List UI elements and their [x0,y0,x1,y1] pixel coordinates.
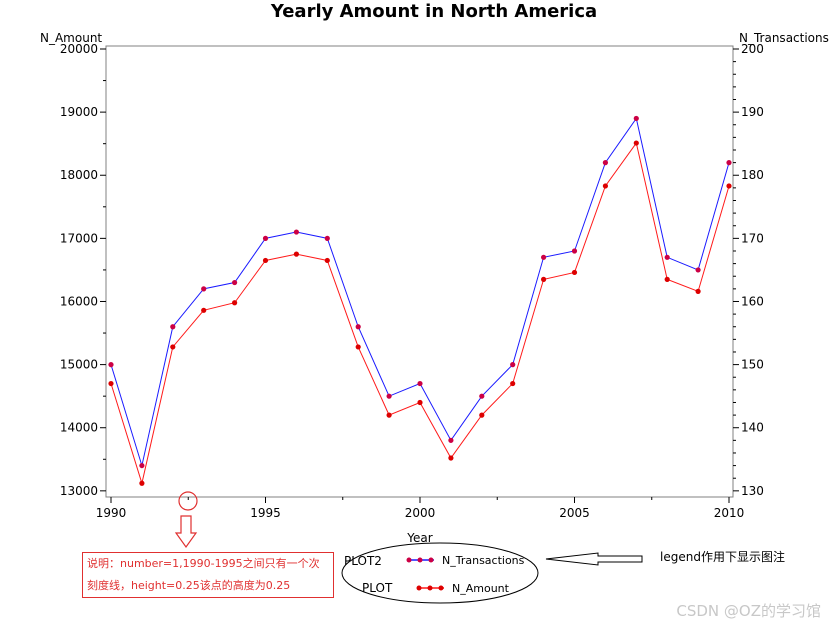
data-point-n-transactions [293,229,299,235]
y-right-tick-label: 200 [741,42,764,56]
y-left-tick-label: 14000 [60,421,98,435]
annotation-note-line1: 说明：number=1,1990-1995之间只有一个次 [87,557,320,570]
data-point-n-amount [262,257,269,264]
data-point-n-transactions [602,160,609,166]
data-point-n-amount [571,269,578,276]
data-point-n-amount [355,344,361,350]
data-point-n-amount [170,344,176,350]
y-left-tick-label: 17000 [60,231,98,245]
x-axis-label: Year [406,531,432,545]
y-axis-right-label: N_Transactions [739,31,829,45]
data-point-n-amount [541,276,547,282]
data-point-n-amount [386,412,392,418]
data-point-n-amount [726,183,732,189]
legend-marker-n-amount-3 [438,585,444,591]
data-point-n-amount [695,288,701,294]
y-left-tick-label: 20000 [60,42,98,56]
data-point-n-amount [293,251,299,257]
data-point-n-amount [448,455,454,461]
legend-row-label-plot2: PLOT2 [344,554,382,568]
data-point-n-transactions [417,380,423,387]
y-right-tick-label: 150 [741,358,764,372]
y-right-tick-label: 170 [741,231,764,245]
annotation-circle [178,491,198,511]
y-left-tick-label: 19000 [60,105,98,119]
data-point-n-transactions [324,235,330,241]
data-point-n-amount [633,140,639,146]
x-tick-label: 1995 [250,506,281,520]
legend-marker-n-amount-2 [427,585,433,591]
data-point-n-transactions [510,362,516,368]
data-point-n-transactions [695,267,701,273]
x-tick-label: 1990 [96,506,127,520]
data-point-n-amount [108,380,114,387]
y-left-tick-label: 13000 [60,484,98,498]
annotation-note-box: 说明：number=1,1990-1995之间只有一个次 刻度线，height=… [82,552,334,598]
data-point-n-transactions [201,286,207,292]
data-point-n-transactions [386,393,392,399]
annotation-down-arrow [174,515,198,549]
watermark-text: CSDN @OZ的学习馆 [676,602,821,620]
data-point-n-transactions [262,235,269,241]
chart-title: Yearly Amount in North America [270,1,597,22]
y-axis-left-label: N_Amount [40,31,102,45]
y-right-tick-label: 130 [741,484,764,498]
data-point-n-amount [510,380,516,387]
data-point-n-transactions [139,462,145,469]
y-right-tick-label: 190 [741,105,764,119]
legend-marker-n-amount-1 [416,585,422,591]
chart-background [33,0,739,602]
data-point-n-transactions [479,393,485,399]
data-point-n-amount [201,307,207,313]
data-point-n-amount [139,480,145,486]
y-right-tick-label: 160 [741,294,764,308]
data-point-n-transactions [232,279,238,286]
data-point-n-transactions [541,254,547,260]
x-tick-label: 2005 [559,506,590,520]
y-left-tick-label: 16000 [60,294,98,308]
data-point-n-transactions [726,160,732,166]
legend: PLOT2 N_Transactions PLOT N_Amount [344,554,525,595]
data-point-n-amount [417,399,423,406]
legend-pointer-arrow [545,552,643,566]
y-right-tick-label: 140 [741,421,764,435]
data-point-n-transactions [108,362,114,368]
legend-entry-n-amount: N_Amount [452,582,510,595]
y-right-tick-label: 180 [741,168,764,182]
data-point-n-transactions [633,115,639,122]
data-point-n-transactions [170,324,176,330]
data-point-n-amount [232,300,238,306]
x-tick-label: 2000 [405,506,436,520]
legend-entry-n-transactions: N_Transactions [442,554,525,567]
data-point-n-amount [324,257,330,264]
data-point-n-amount [664,276,670,282]
legend-ellipse [341,542,539,604]
data-point-n-transactions [571,248,578,254]
legend-marker-n-transactions-2 [417,557,423,563]
legend-note-text: legend作用下显示图注 [660,550,785,564]
data-point-n-transactions [448,437,454,443]
x-tick-label: 2010 [714,506,745,520]
legend-marker-n-transactions-1 [406,557,412,563]
annotation-note-line2: 刻度线，height=0.25该点的高度为0.25 [87,579,291,592]
y-left-tick-label: 18000 [60,168,98,182]
data-point-n-transactions [355,324,361,330]
legend-marker-n-transactions-3 [428,557,434,563]
data-point-n-transactions [664,254,670,260]
data-point-n-amount [602,183,609,189]
data-point-n-amount [479,412,485,418]
y-left-tick-label: 15000 [60,358,98,372]
legend-row-label-plot: PLOT [362,581,393,595]
